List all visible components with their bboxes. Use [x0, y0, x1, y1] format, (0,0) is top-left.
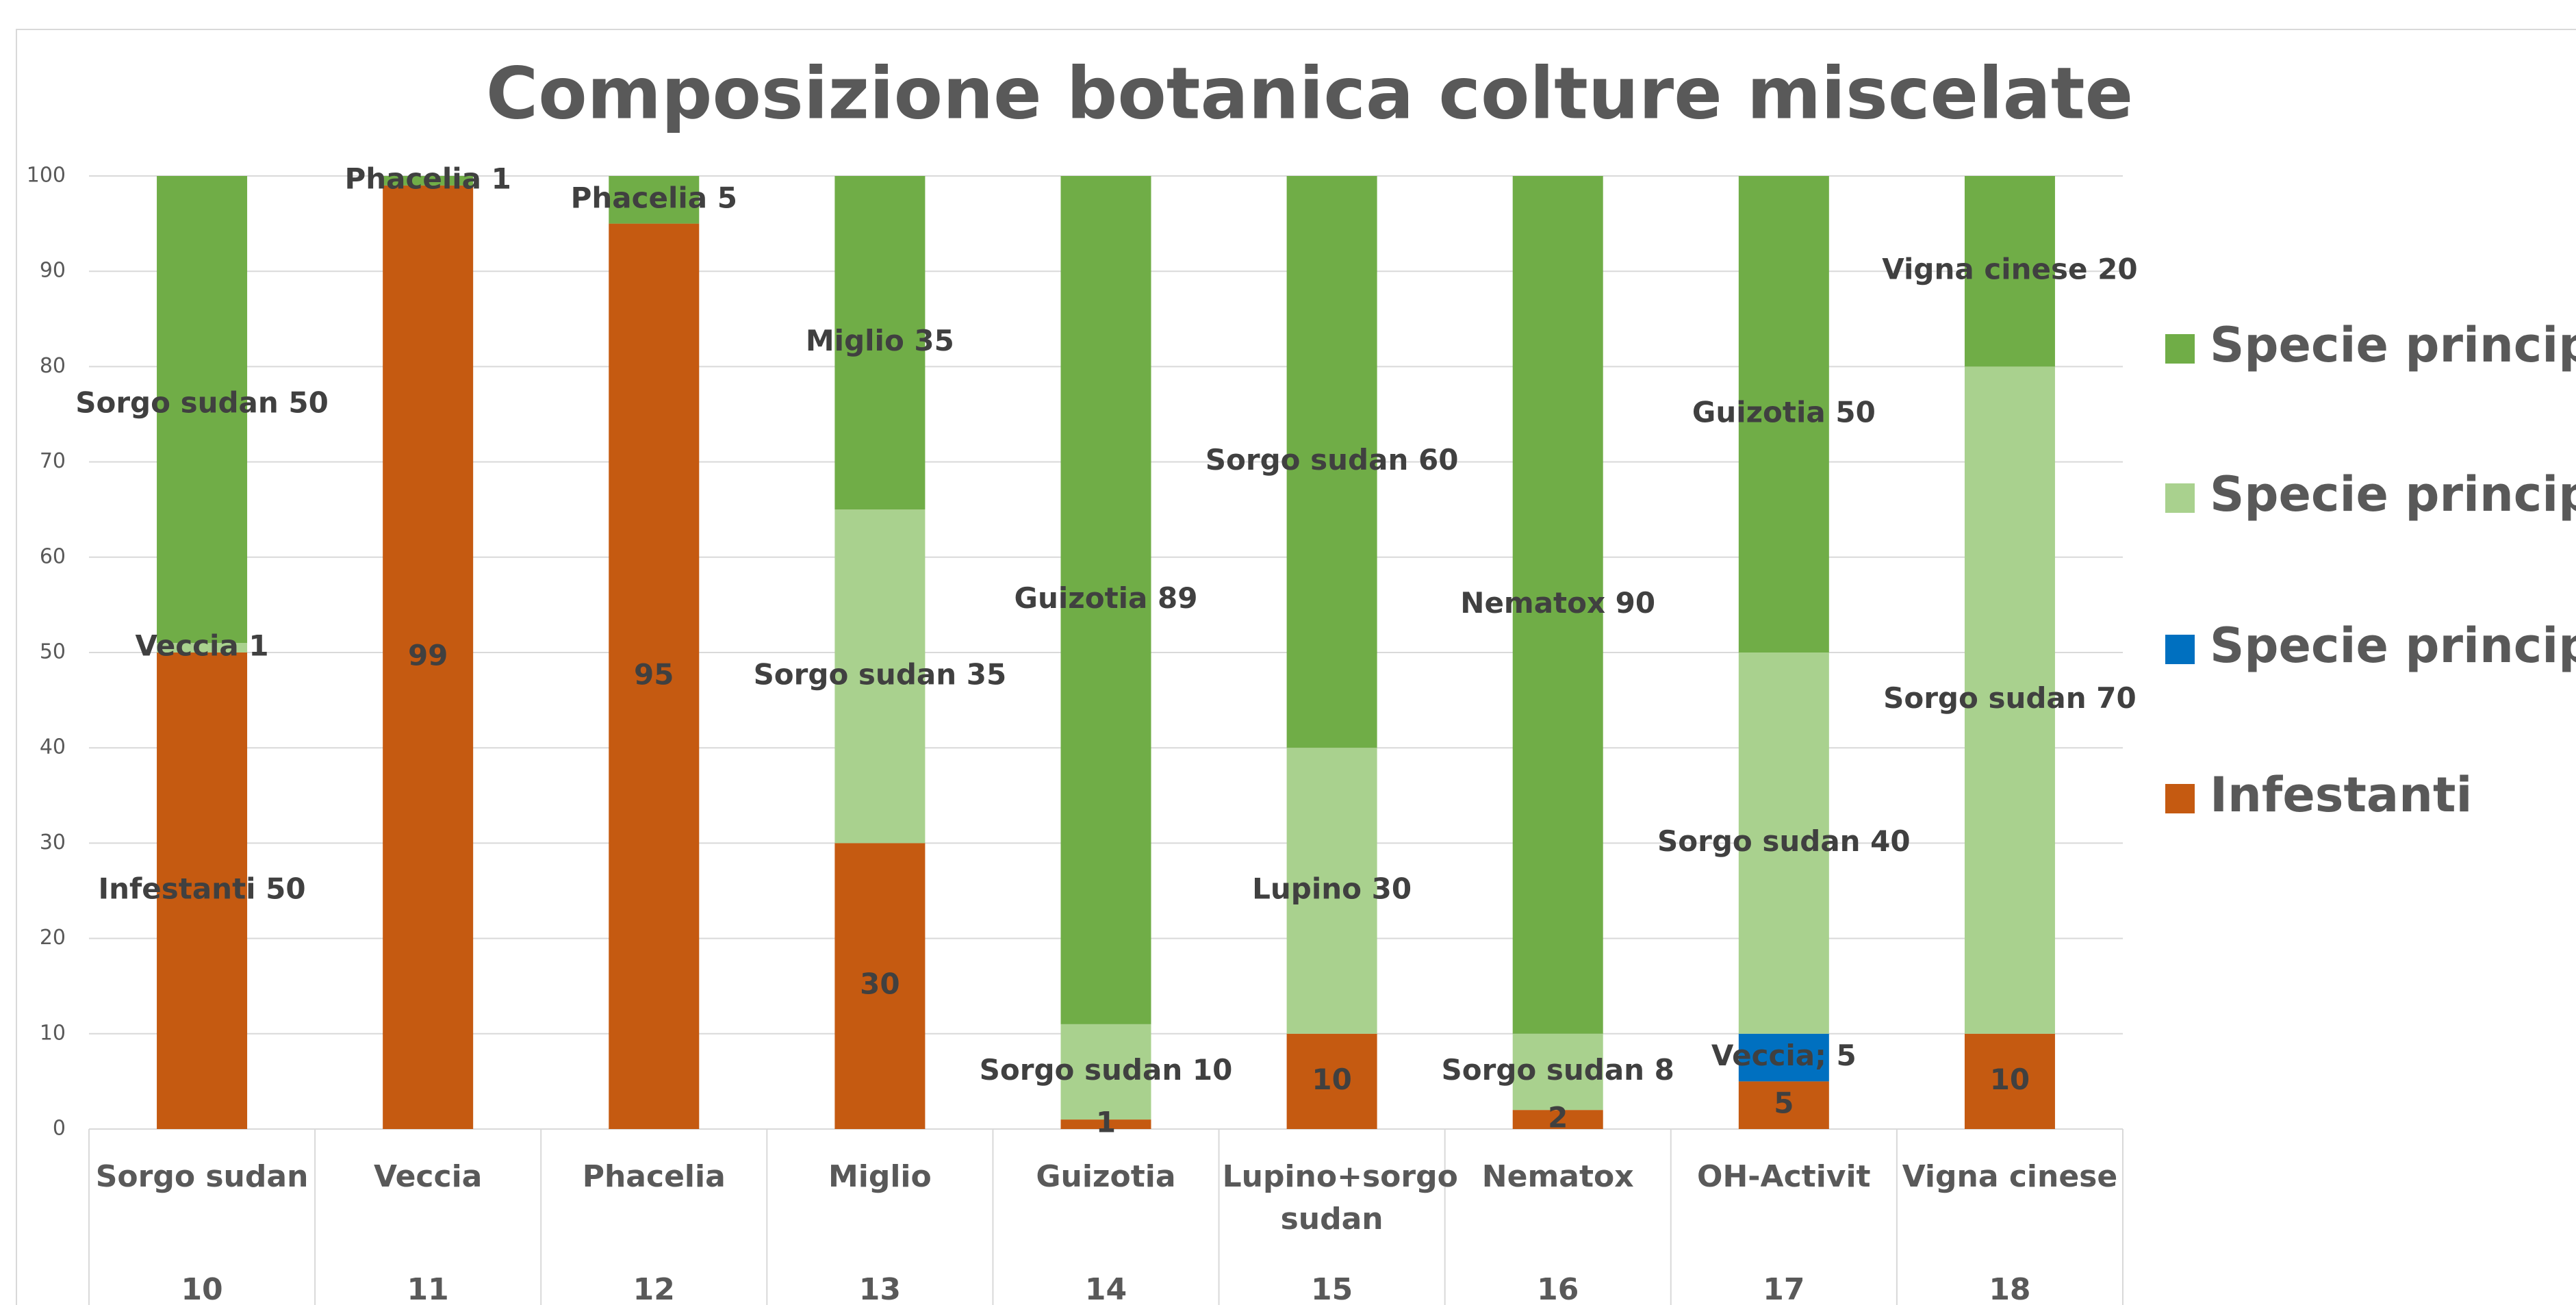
x-group-label: 14 [1085, 1272, 1127, 1305]
legend-swatch [2165, 635, 2195, 664]
data-label: Guizotia 89 [1015, 581, 1198, 615]
y-tick-label: 60 [40, 544, 66, 568]
legend-swatch [2165, 784, 2195, 813]
bar-segment [1738, 176, 1829, 652]
chart-border [16, 29, 2576, 1305]
y-tick-label: 40 [40, 735, 66, 759]
y-tick-label: 0 [53, 1117, 66, 1141]
y-tick-label: 90 [40, 259, 66, 283]
data-label: 30 [860, 967, 900, 1001]
data-label: Phacelia 1 [344, 162, 511, 195]
x-tick-label: Lupino+sorgo sudan [1222, 1159, 1458, 1237]
y-tick-label: 30 [40, 831, 66, 854]
y-tick-label: 50 [40, 640, 66, 664]
data-label: Miglio 35 [806, 324, 954, 357]
data-label: Veccia; 5 [1711, 1039, 1857, 1072]
legend-label: Specie princip. 2 [2210, 466, 2576, 522]
y-tick-label: 10 [40, 1021, 66, 1045]
data-label: 99 [408, 638, 448, 672]
x-tick-label: Sorgo sudan [95, 1159, 309, 1194]
data-label: Phacelia 5 [571, 181, 737, 214]
x-group-label: 12 [633, 1272, 675, 1305]
y-tick-label: 80 [40, 354, 66, 378]
x-tick-label: Miglio [828, 1159, 932, 1194]
bar-segment [1512, 1110, 1603, 1129]
bar-segment [1964, 176, 2055, 367]
bar-segment [609, 176, 700, 224]
data-label: Sorgo sudan 35 [754, 657, 1007, 691]
x-tick-label: OH-Activit [1697, 1159, 1871, 1194]
bar-segment [1060, 1024, 1151, 1120]
bar-segment [834, 176, 926, 510]
data-label: Sorgo sudan 60 [1206, 443, 1459, 477]
data-label: Sorgo sudan 10 [980, 1053, 1233, 1087]
bar-segment [1738, 652, 1829, 1034]
data-label: Sorgo sudan 50 [75, 386, 329, 420]
bar-segment [609, 223, 700, 1129]
y-tick-label: 100 [27, 164, 66, 188]
bar-segment [1060, 176, 1151, 1024]
bar-segment [1286, 176, 1377, 748]
data-label: Guizotia 50 [1692, 396, 1876, 429]
data-label: 5 [1774, 1087, 1794, 1120]
legend-swatch [2165, 334, 2195, 364]
data-label: Infestanti 50 [98, 872, 305, 906]
data-label: Sorgo sudan 40 [1657, 824, 1911, 858]
x-tick-label: Phacelia [582, 1159, 726, 1194]
chart-title: Composizione botanica colture miscelate [486, 51, 2133, 135]
x-group-label: 10 [181, 1272, 222, 1305]
bar-segment [157, 652, 248, 1129]
data-label: Veccia 1 [136, 629, 269, 663]
bar-segment [834, 509, 926, 844]
bar-segment [383, 185, 474, 1129]
data-label: 2 [1548, 1101, 1568, 1135]
data-label: Vigna cinese 20 [1882, 253, 2137, 286]
legend-label: Specie princip. 3 [2210, 618, 2576, 674]
bar-segment [1512, 176, 1603, 1034]
bars [157, 176, 2055, 1129]
x-tick-label: Guizotia [1036, 1159, 1176, 1194]
bar-segment [1964, 1033, 2055, 1129]
y-tick-label: 70 [40, 449, 66, 473]
data-label: 1 [1096, 1106, 1116, 1139]
bar-segment [834, 843, 926, 1129]
x-tick-label: Veccia [373, 1159, 483, 1194]
bar-segment [383, 176, 474, 186]
x-group-label: 17 [1763, 1272, 1805, 1305]
bar-segment [157, 176, 248, 644]
data-label: Lupino 30 [1252, 872, 1412, 906]
x-group-label: 15 [1311, 1272, 1353, 1305]
data-label: 95 [634, 657, 674, 691]
data-label: 10 [1312, 1063, 1351, 1096]
data-label: Sorgo sudan 70 [1883, 681, 2137, 715]
bar-segment [1738, 1081, 1829, 1129]
legend-label: Specie princip. 1 [2210, 317, 2576, 373]
bar-segment [1512, 1033, 1603, 1111]
x-group-label: 16 [1537, 1272, 1579, 1305]
x-group-label: 18 [1989, 1272, 2030, 1305]
x-tick-label: Vigna cinese [1902, 1159, 2118, 1194]
data-label: Nematox 90 [1460, 586, 1655, 620]
bar-segment [1964, 366, 2055, 1034]
legend-swatch [2165, 483, 2195, 513]
x-group-label: 13 [859, 1272, 901, 1305]
bar-segment [1060, 1119, 1151, 1129]
legend-label: Infestanti [2210, 767, 2472, 823]
bar-segment [1286, 748, 1377, 1034]
x-group-label: 11 [407, 1272, 449, 1305]
data-label: 10 [1990, 1063, 2030, 1096]
x-tick-label: Nematox [1481, 1159, 1634, 1194]
y-tick-label: 20 [40, 926, 66, 950]
data-label: Sorgo sudan 8 [1442, 1053, 1674, 1087]
bar-segment [157, 643, 248, 652]
bar-segment [1738, 1033, 1829, 1082]
bar-segment [1286, 1033, 1377, 1129]
